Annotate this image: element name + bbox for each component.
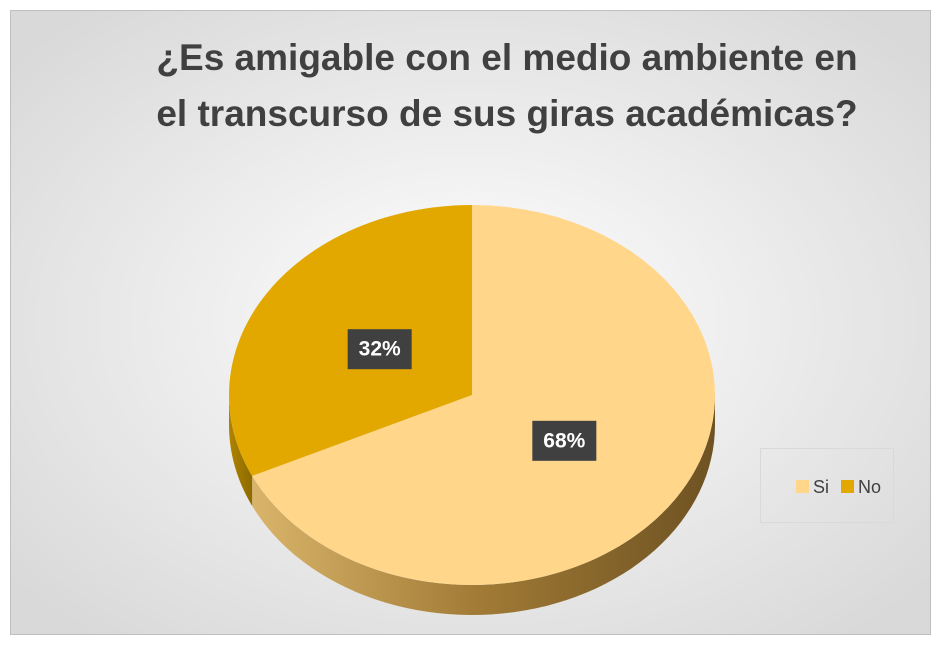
data-label: 32% — [359, 338, 401, 361]
legend-swatch — [841, 480, 855, 493]
data-label-box — [532, 420, 597, 461]
legend-box — [760, 448, 894, 523]
data-label-box — [347, 329, 412, 370]
slice-side — [252, 395, 715, 615]
legend-label: Si — [813, 477, 829, 497]
legend-label: No — [858, 477, 881, 497]
slice-side — [229, 395, 253, 506]
data-label: 68% — [543, 429, 585, 452]
legend-swatch — [796, 480, 809, 493]
slice — [252, 205, 715, 585]
chart-title: ¿Es amigable con el medio ambiente en el… — [156, 37, 858, 134]
